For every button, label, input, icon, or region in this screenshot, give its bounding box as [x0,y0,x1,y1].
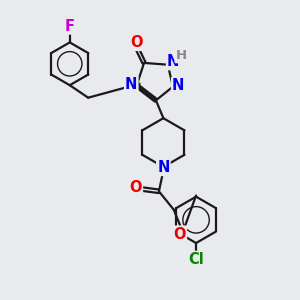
Text: N: N [172,78,184,93]
Text: O: O [173,226,186,242]
Text: H: H [176,49,187,62]
Text: Cl: Cl [188,252,204,267]
Text: N: N [125,77,137,92]
Text: F: F [65,19,75,34]
Text: O: O [130,35,143,50]
Text: N: N [167,54,179,69]
Text: O: O [130,180,142,195]
Text: N: N [157,160,170,175]
